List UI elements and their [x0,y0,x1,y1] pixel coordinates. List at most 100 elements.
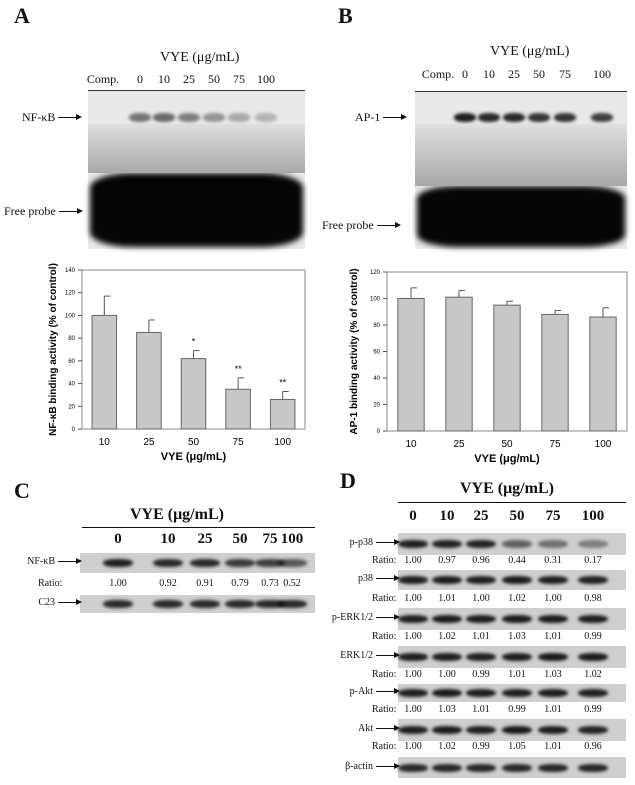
arrow-icon [58,114,83,120]
panel-d-label: D [340,468,356,493]
blot-band [153,559,183,567]
ratio-value: 1.01 [438,593,456,604]
blot-band [466,763,496,772]
ratio-label: Ratio: [372,593,397,604]
y-tick-label: 100 [370,297,381,303]
ratio-value: 1.03 [508,631,526,642]
blot-band [153,600,183,608]
ratio-label: Ratio: [38,578,63,589]
blot-strip [398,646,626,668]
blot-band [502,615,532,623]
x-axis-label: VYE (μg/mL) [474,453,540,465]
x-tick-label: 50 [188,437,200,448]
blot-row-label: C23 [38,597,55,608]
ratio-value: 1.01 [472,704,490,715]
lane-label: 50 [509,508,525,524]
ratio-value: 0.73 [261,578,279,589]
ratio-value: 1.00 [544,593,562,604]
blot-band [466,540,496,548]
blot-row-label: Akt [358,723,373,734]
free-probe-label-b: Free probe [322,218,374,232]
ratio-value: 0.99 [508,704,526,715]
ratio-value: 0.96 [472,555,490,566]
x-tick-label: 25 [453,439,465,450]
panel-d-header: VYE (μg/mL) [460,480,554,497]
gel-band [528,113,550,122]
blot-row-label: p-p38 [349,537,373,548]
ratio-value: 1.02 [438,741,456,752]
arrow-icon [376,652,400,658]
ratio-value: 0.97 [438,555,456,566]
bar [225,388,251,430]
ratio-label: Ratio: [372,741,397,752]
ratio-value: 1.03 [544,669,562,680]
free-probe-marker-b: Free probe [322,218,401,233]
blot-band [432,576,462,584]
blot-band [502,576,532,584]
ratio-value: 0.96 [584,741,602,752]
free-probe-label-a: Free probe [4,204,56,218]
lane-label: 75 [545,508,561,524]
gel-band [591,113,613,122]
ratio-value: 1.03 [438,704,456,715]
bar [180,358,207,430]
blot-band [502,689,532,697]
blot-band [538,726,568,734]
panel-b-label: B [338,3,353,28]
emsa-gel-ap1 [415,91,627,249]
blot-row-marker: p-ERK1/2 [332,612,400,623]
lane-label: 50 [208,72,220,86]
blot-strip [80,595,315,613]
arrow-icon [58,558,82,564]
blot-band [538,763,568,772]
ratio-value: 0.99 [584,704,602,715]
gel-band [203,113,225,122]
free-probe-band [417,186,625,247]
panel-c-header: VYE (μg/mL) [130,506,224,523]
arrow-icon [376,222,401,228]
ratio-value: 0.99 [584,631,602,642]
lane-label: 25 [473,508,489,524]
blot-row-label: p-Akt [349,686,373,697]
lane-label: 75 [233,72,245,86]
y-tick-label: 140 [65,268,76,274]
blot-band [255,559,285,567]
ratio-value: 0.99 [472,669,490,680]
blot-row-label: ERK1/2 [340,650,373,661]
lane-label: 10 [483,67,495,81]
arrow-icon [383,114,408,120]
ratio-label: Ratio: [372,631,397,642]
gel-band [153,113,175,122]
ratio-value: 0.99 [472,741,490,752]
blot-band [538,653,568,661]
y-tick-label: 120 [370,270,381,276]
ratio-value: 1.00 [404,631,422,642]
blot-band [277,559,307,567]
bar [493,304,521,432]
y-tick-label: 20 [68,404,75,410]
ratio-value: 1.02 [584,669,602,680]
ratio-value: 0.98 [584,593,602,604]
panel-c-label: C [14,478,30,503]
panel-a-header: VYE (μg/mL) [160,50,240,65]
ratio-value: 1.00 [404,669,422,680]
blot-band [398,653,428,661]
ratio-value: 1.01 [544,741,562,752]
blot-row-marker: ERK1/2 [340,650,400,661]
x-tick-label: 25 [143,437,155,448]
y-tick-label: 80 [68,336,75,342]
blot-band [578,576,608,584]
gel-smear [88,124,305,173]
arrow-icon [376,614,400,620]
nfkb-band-label: NF-κB [22,110,56,124]
blot-band [502,726,532,734]
nfkb-bar-chart: 0 20 40 60 80 100 120 140 10 25 50 * 75 ** 100 ** VYE (μ… [48,263,306,463]
blot-band [277,600,307,608]
blot-band [432,615,462,623]
blot-band [225,559,255,567]
ap1-bar-chart: 0 20 40 60 80 100 120 10 25 50 75 100 VYE (μg/mL) AP-… [349,268,628,465]
arrow-icon [58,599,82,605]
ratio-value: 1.02 [438,631,456,642]
blot-band [466,576,496,584]
